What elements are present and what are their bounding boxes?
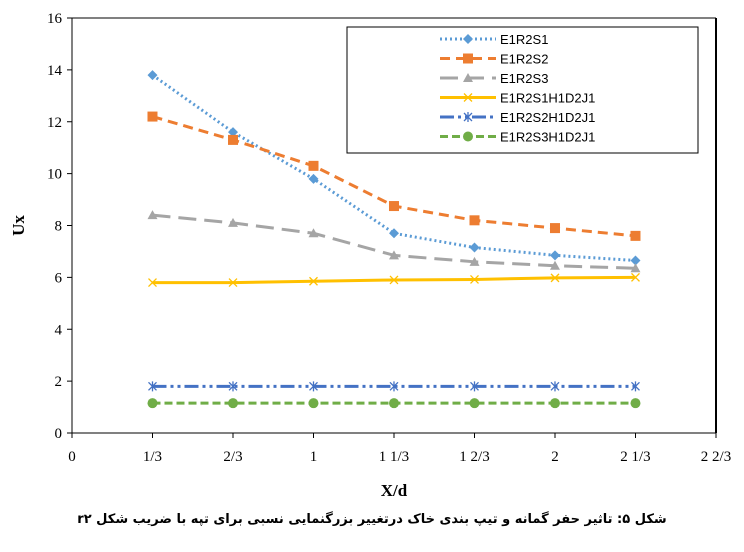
y-tick-label: 8 — [55, 219, 63, 235]
data-point-diamond — [308, 173, 319, 184]
y-tick-label: 4 — [55, 322, 63, 338]
data-point-square — [147, 111, 158, 122]
y-axis-label: Ux — [9, 215, 28, 236]
x-axis-label: X/d — [381, 481, 408, 500]
data-point-x — [463, 93, 473, 102]
data-point-diamond — [630, 255, 641, 266]
chart-svg: 0 2 4 6 8 10 12 14 16 0 1/3 2/3 1 1 1/3 1 2/3 2 2 1/3 2 2… — [9, 11, 731, 500]
data-point-square — [549, 223, 560, 234]
data-point-triangle — [308, 228, 319, 238]
data-point-diamond — [463, 34, 473, 44]
series-e1r2s2h1d2j1 — [148, 381, 640, 392]
x-tick-label: 0 — [68, 449, 76, 465]
x-tick-label: 2 2/3 — [701, 449, 731, 465]
data-point-x — [228, 278, 238, 288]
data-point-diamond — [388, 228, 399, 239]
legend-label: E1R2S3H1D2J1 — [500, 130, 595, 145]
series-e1r2s1h1d2j1 — [148, 272, 640, 288]
data-point-triangle — [630, 263, 641, 273]
data-point-circle — [228, 398, 239, 409]
data-point-x — [148, 278, 157, 288]
legend-item: E1R2S3H1D2J1 — [440, 130, 595, 145]
data-point-x — [631, 272, 640, 282]
x-tick-label: 1 2/3 — [459, 449, 489, 465]
series-e1r2s3 — [147, 210, 641, 273]
data-point-x — [309, 276, 318, 286]
x-tick-label: 1/3 — [143, 449, 162, 465]
data-point-circle — [147, 398, 158, 409]
data-point-star — [389, 381, 399, 392]
data-point-star — [463, 112, 473, 122]
data-point-triangle — [388, 250, 399, 260]
data-point-circle — [463, 131, 473, 142]
data-point-diamond — [147, 70, 158, 81]
x-tick-label: 2 1/3 — [620, 449, 650, 465]
y-tick-label: 12 — [47, 115, 62, 131]
figure-caption: شکل ۵: تاثیر حفر گمانه و تیپ بندی خاک در… — [77, 512, 667, 527]
legend-label: E1R2S2 — [500, 52, 548, 67]
data-point-star — [148, 381, 157, 392]
y-tick-label: 14 — [47, 63, 63, 79]
data-point-circle — [549, 398, 560, 409]
x-tick-label: 1 — [310, 449, 318, 465]
x-tick-label: 2/3 — [223, 449, 242, 465]
data-point-square — [308, 160, 319, 171]
data-point-star — [631, 381, 640, 392]
data-point-star — [550, 381, 560, 392]
series-e1r2s3h1d2j1 — [147, 398, 641, 409]
legend-item: E1R2S1H1D2J1 — [440, 91, 595, 106]
data-point-square — [469, 215, 480, 226]
data-point-square — [463, 53, 473, 64]
y-tick-label: 10 — [47, 167, 62, 183]
data-point-circle — [469, 398, 480, 409]
data-point-triangle — [469, 256, 480, 266]
y-tick-label: 6 — [55, 270, 63, 286]
legend-box — [346, 26, 699, 154]
data-point-triangle — [463, 73, 473, 82]
y-tick-label: 16 — [47, 11, 63, 27]
data-point-diamond — [549, 250, 560, 261]
data-point-x — [550, 273, 560, 283]
x-tick-label: 2 — [551, 449, 559, 465]
legend-item: E1R2S2H1D2J1 — [440, 110, 595, 125]
legend-label: E1R2S1 — [500, 32, 548, 47]
y-tick-label: 0 — [55, 426, 63, 442]
data-point-circle — [630, 398, 641, 409]
data-point-diamond — [469, 242, 480, 253]
data-point-triangle — [549, 260, 560, 270]
data-point-star — [470, 381, 479, 392]
legend-label: E1R2S2H1D2J1 — [500, 110, 595, 125]
legend-item: E1R2S1 — [440, 32, 548, 47]
x-tick-label: 1 1/3 — [379, 449, 409, 465]
data-point-circle — [308, 398, 319, 409]
data-point-square — [630, 230, 641, 241]
legend-item: E1R2S2 — [440, 52, 548, 67]
data-point-triangle — [147, 210, 158, 220]
data-point-x — [470, 274, 479, 284]
series-e1r2s2 — [147, 111, 641, 241]
series-e1r2s1 — [147, 70, 641, 266]
series-line — [152, 213, 636, 270]
data-point-square — [228, 134, 239, 145]
data-point-triangle — [228, 217, 239, 227]
data-point-diamond — [228, 127, 239, 138]
legend-label: E1R2S1H1D2J1 — [500, 91, 595, 106]
data-point-circle — [388, 398, 399, 409]
legend-item: E1R2S3 — [440, 71, 548, 86]
data-point-square — [388, 201, 399, 212]
data-point-x — [389, 275, 399, 285]
data-point-star — [309, 381, 318, 392]
legend-label: E1R2S3 — [500, 71, 548, 86]
data-point-star — [228, 381, 238, 392]
legend: E1R2S1 E1R2S2 E1R2S3 E1R2S1H1D2J1 E1R2S2H1D2… — [346, 26, 699, 154]
y-tick-label: 2 — [55, 374, 63, 390]
